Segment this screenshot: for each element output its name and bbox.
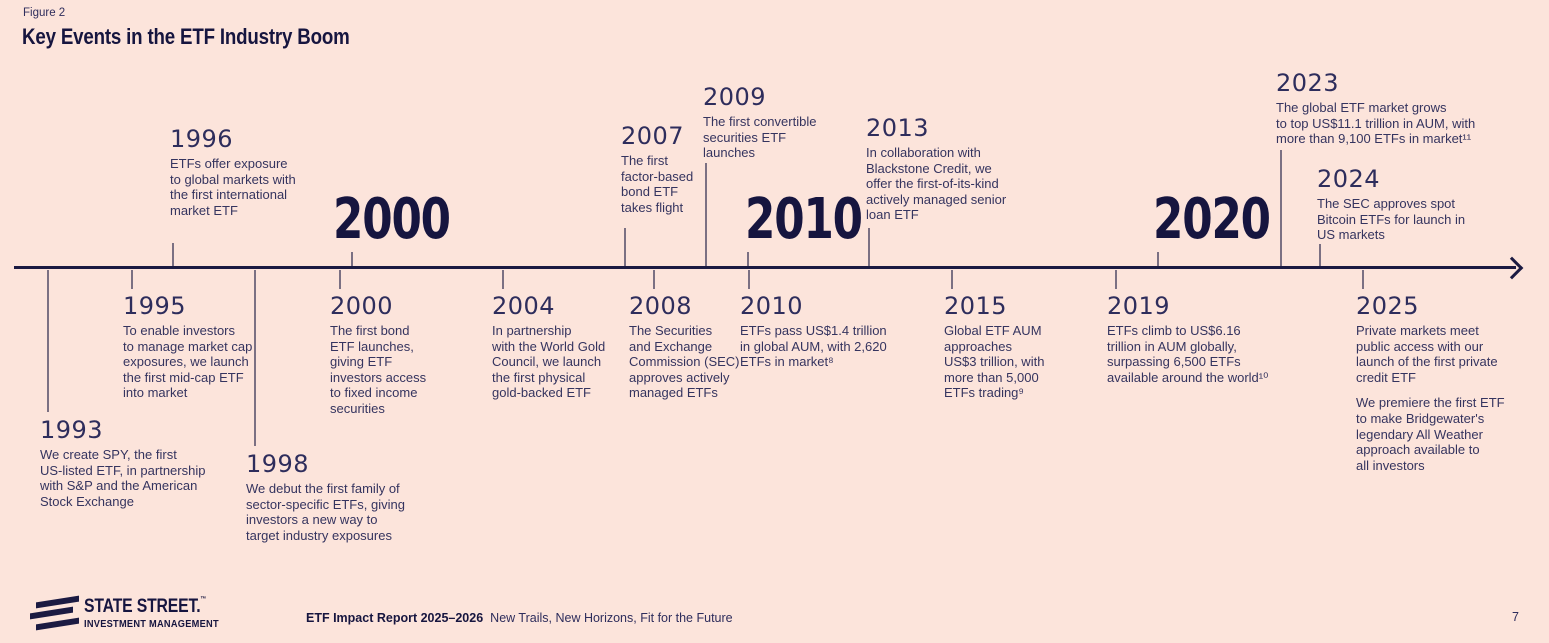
event-year: 1996 [170,125,234,153]
report-subtitle: New Trails, New Horizons, Fit for the Fu… [490,611,733,625]
event-year: 2007 [621,122,685,150]
event-year: 2024 [1317,165,1381,193]
event-year: 2004 [492,292,556,320]
event-body: Private markets meet public access with … [1356,323,1498,385]
connector-2019 [1115,270,1117,289]
connector-2009 [705,163,707,266]
page-title: Key Events in the ETF Industry Boom [22,24,350,49]
connector-2000 [339,270,341,289]
trademark-symbol: ™ [200,596,207,603]
brand-name: STATE STREET.™ [84,596,206,618]
event-2010: 2010 ETFs pass US$1.4 trillion in global… [740,293,887,370]
event-2025: 2025 Private markets meet public access … [1356,293,1505,473]
event-body: We debut the first family of sector-spec… [246,481,405,543]
decade-tick-2020 [1157,252,1159,266]
event-year: 1993 [40,416,104,444]
event-2019: 2019 ETFs climb to US$6.16 trillion in A… [1107,293,1268,385]
event-body: To enable investors to manage market cap… [123,323,253,401]
logo-bars-icon [36,617,79,631]
decade-tick-2000 [351,252,353,266]
event-year: 2000 [330,292,394,320]
event-year: 1995 [123,292,187,320]
page-number: 7 [1512,610,1519,624]
decade-label-2000: 2000 [333,187,451,252]
connector-2010 [748,270,750,289]
event-year: 2013 [866,114,930,142]
event-body: ETFs climb to US$6.16 trillion in AUM gl… [1107,323,1269,385]
brand-name-text: STATE STREET. [84,596,201,617]
connector-2025 [1362,270,1364,289]
figure-label: Figure 2 [23,7,66,19]
connector-2023 [1280,150,1282,266]
event-body: ETFs pass US$1.4 trillion in global AUM,… [740,323,887,370]
event-2023: 2023 The global ETF market grows to top … [1276,70,1475,147]
event-body: The global ETF market grows to top US$11… [1276,100,1476,147]
connector-1995 [131,270,133,289]
connector-2013 [868,228,870,266]
event-year: 2010 [740,292,804,320]
event-1998: 1998 We debut the first family of sector… [246,451,405,543]
event-2008: 2008 The Securities and Exchange Commiss… [629,293,740,401]
event-body: The first factor-based bond ETF takes fl… [621,153,694,215]
event-1993: 1993 We create SPY, the first US-listed … [40,417,205,509]
connector-1993 [47,270,49,412]
event-1996: 1996 ETFs offer exposure to global marke… [170,126,296,218]
event-year: 2025 [1356,292,1420,320]
logo-bars-icon [30,606,73,620]
connector-2024 [1319,244,1321,266]
event-2007: 2007 The first factor-based bond ETF tak… [621,123,693,215]
event-year: 1998 [246,450,310,478]
timeline-axis [14,266,1516,269]
connector-2015 [951,270,953,289]
event-year: 2023 [1276,69,1340,97]
event-year: 2015 [944,292,1008,320]
brand-subtitle: INVESTMENT MANAGEMENT [84,618,219,630]
event-2013: 2013 In collaboration with Blackstone Cr… [866,115,1006,223]
event-2015: 2015 Global ETF AUM approaches US$3 tril… [944,293,1044,401]
event-body: In collaboration with Blackstone Credit,… [866,145,1007,223]
decade-label-2010: 2010 [745,187,863,252]
connector-2007 [624,228,626,266]
event-body: The first bond ETF launches, giving ETF … [330,323,427,416]
connector-2004 [502,270,504,289]
event-2000: 2000 The first bond ETF launches, giving… [330,293,426,417]
event-year: 2008 [629,292,693,320]
decade-label-2020: 2020 [1153,187,1271,252]
event-body: The Securities and Exchange Commission (… [629,323,740,401]
event-body: ETFs offer exposure to global markets wi… [170,156,296,218]
event-1995: 1995 To enable investors to manage marke… [123,293,252,401]
decade-tick-2010 [747,252,749,266]
event-2004: 2004 In partnership with the World Gold … [492,293,605,401]
event-year: 2009 [703,83,767,111]
report-title: ETF Impact Report 2025–2026 [306,611,484,625]
event-body: The first convertible securities ETF lau… [703,114,817,161]
event-2009: 2009 The first convertible securities ET… [703,84,816,161]
event-2024: 2024 The SEC approves spot Bitcoin ETFs … [1317,166,1465,243]
event-body-secondary: We premiere the first ETF to make Bridge… [1356,395,1505,473]
timeline-arrow-icon [1500,256,1524,280]
connector-1996 [172,243,174,266]
event-body: In partnership with the World Gold Counc… [492,323,606,401]
connector-2008 [653,270,655,289]
event-body: The SEC approves spot Bitcoin ETFs for l… [1317,196,1466,243]
connector-1998 [254,270,256,446]
event-body: Global ETF AUM approaches US$3 trillion,… [944,323,1045,401]
event-body: We create SPY, the first US-listed ETF, … [40,447,206,509]
event-year: 2019 [1107,292,1171,320]
footer-report-line: ETF Impact Report 2025–2026 New Trails, N… [306,611,733,625]
